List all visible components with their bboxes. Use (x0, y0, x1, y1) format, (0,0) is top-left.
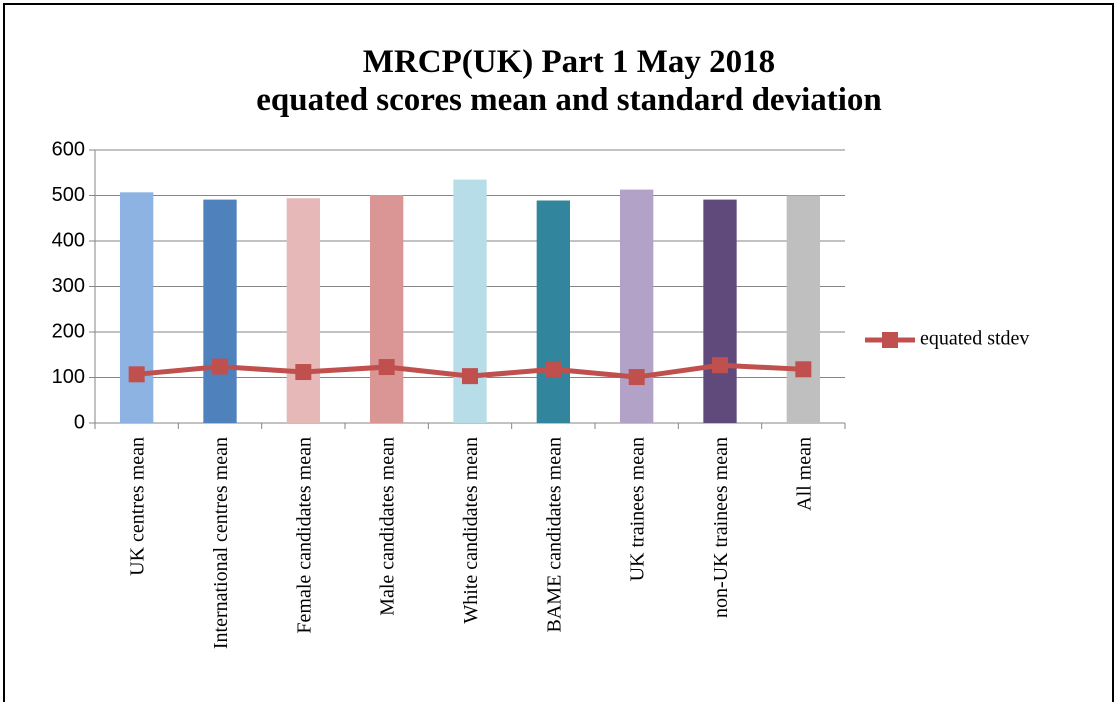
line-marker (128, 366, 145, 383)
bar (370, 195, 404, 423)
bar (536, 200, 570, 423)
bar (286, 198, 320, 423)
line-marker (462, 368, 478, 385)
x-tick-label: International centres mean (210, 437, 232, 649)
x-tick-label: UK trainees mean (627, 437, 649, 581)
x-tick-label: BAME candidates mean (543, 437, 565, 633)
line-marker (628, 369, 645, 386)
y-tick-label: 200 (52, 320, 85, 342)
y-tick-label: 500 (52, 184, 85, 206)
bar (786, 195, 820, 423)
line-marker (545, 361, 562, 378)
chart-subtitle: equated scores mean and standard deviati… (256, 82, 882, 118)
y-tick-label: 600 (52, 138, 85, 160)
chart-title: MRCP(UK) Part 1 May 2018 (363, 44, 775, 80)
bar (620, 189, 654, 423)
x-tick-label: White candidates mean (460, 437, 482, 624)
line-marker (795, 361, 812, 378)
bar (453, 179, 487, 423)
x-tick-label: non-UK trainees mean (710, 437, 732, 618)
line-marker (712, 357, 728, 374)
x-tick-label: All mean (793, 437, 815, 511)
y-tick-label: 300 (52, 275, 85, 297)
legend-marker (882, 332, 898, 348)
bar (120, 192, 154, 423)
x-tick-label: Male candidates mean (377, 437, 399, 616)
x-tick-label: UK centres mean (127, 437, 149, 576)
bar (703, 199, 737, 423)
line-marker (378, 359, 395, 376)
line-marker (295, 364, 312, 381)
bar (203, 199, 237, 423)
legend-label: equated stdev (920, 328, 1029, 350)
line-marker (212, 358, 228, 375)
y-tick-label: 100 (52, 366, 85, 388)
x-tick-label: Female candidates mean (293, 437, 315, 634)
y-tick-label: 400 (52, 229, 85, 251)
y-tick-label: 0 (74, 411, 85, 433)
